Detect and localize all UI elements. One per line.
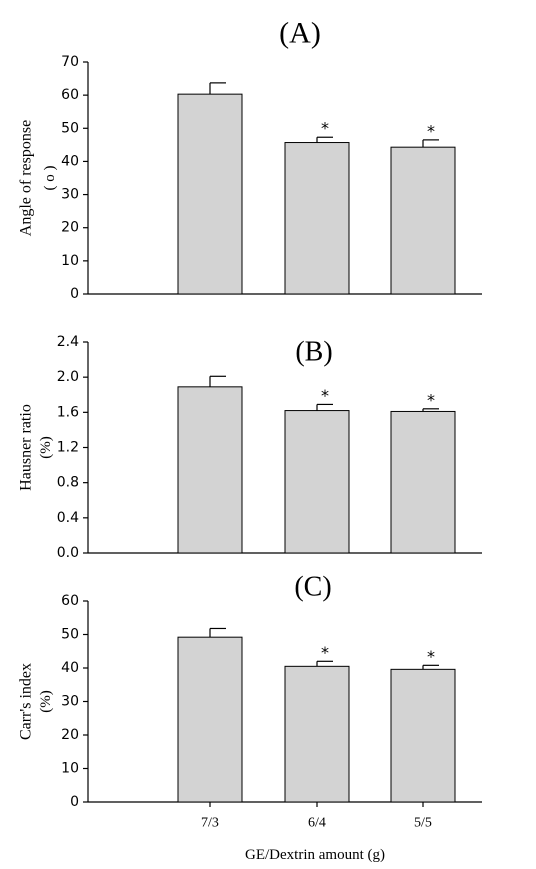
- bar-6-4: [284, 665, 350, 803]
- y-tick-label: 20: [61, 727, 79, 743]
- y-axis-unit: (%): [38, 690, 54, 713]
- y-axis-unit: ( o ): [42, 166, 58, 191]
- bar-5-5: [390, 146, 456, 295]
- x-tick-label: 6/4: [308, 816, 326, 831]
- y-tick-label: 70: [61, 54, 79, 70]
- significance-marker: *: [427, 390, 435, 409]
- bar-7-3: [177, 386, 243, 554]
- bar-7-3: [177, 636, 243, 803]
- y-tick-label: 0.0: [57, 545, 79, 561]
- y-tick-label: 30: [61, 187, 79, 203]
- bar-7-3: [177, 93, 243, 295]
- y-tick-label: 60: [61, 593, 79, 609]
- y-tick-label: 0: [70, 286, 79, 302]
- y-tick-label: 60: [61, 87, 79, 103]
- significance-marker: *: [321, 119, 329, 138]
- y-tick-label: 50: [61, 627, 79, 643]
- y-axis-title: Angle of response: [18, 120, 35, 236]
- y-tick-label: 1.2: [57, 440, 79, 456]
- y-axis-title: Carr's index: [18, 663, 35, 740]
- y-tick-label: 30: [61, 694, 79, 710]
- x-axis-title: GE/Dextrin amount (g): [245, 847, 385, 863]
- significance-marker: *: [427, 121, 435, 140]
- panel-label: (C): [294, 572, 331, 603]
- bar-5-5: [390, 410, 456, 554]
- panel-label: (B): [295, 337, 332, 368]
- y-tick-label: 10: [61, 253, 79, 269]
- bar-6-4: [284, 142, 350, 295]
- y-tick-label: 40: [61, 660, 79, 676]
- y-tick-label: 0: [70, 794, 79, 810]
- chart-panel-a: (A) 0 10 20 30 40 50 60 70 Angle of response ( o )…: [18, 17, 482, 302]
- y-axis-unit: (%): [38, 436, 54, 459]
- y-tick-label: 0.4: [57, 510, 79, 526]
- y-tick-label: 10: [61, 761, 79, 777]
- bar-5-5: [390, 668, 456, 803]
- y-tick-label: 2.4: [57, 334, 79, 350]
- x-tick-label: 5/5: [414, 816, 432, 831]
- y-tick-label: 0.8: [57, 475, 79, 491]
- y-axis-title: Hausner ratio: [18, 404, 35, 491]
- chart-panel-b: (B) 0.0 0.4 0.8 1.2 1.6 2.0 2.4 Hausner ratio (%)…: [18, 334, 482, 561]
- y-tick-label: 2.0: [57, 369, 79, 385]
- significance-marker: *: [427, 647, 435, 666]
- significance-marker: *: [321, 386, 329, 405]
- chart-panel-c: (C) 0 10 20 30 40 50 60 Carr's index (%) 7/3 * 6/4 * 5…: [18, 572, 482, 831]
- x-tick-label: 7/3: [201, 816, 219, 831]
- bar-6-4: [284, 410, 350, 554]
- y-tick-label: 40: [61, 153, 79, 169]
- significance-marker: *: [321, 643, 329, 662]
- y-tick-label: 50: [61, 120, 79, 136]
- y-tick-label: 1.6: [57, 404, 79, 420]
- y-tick-label: 20: [61, 220, 79, 236]
- panel-label: (A): [279, 17, 321, 50]
